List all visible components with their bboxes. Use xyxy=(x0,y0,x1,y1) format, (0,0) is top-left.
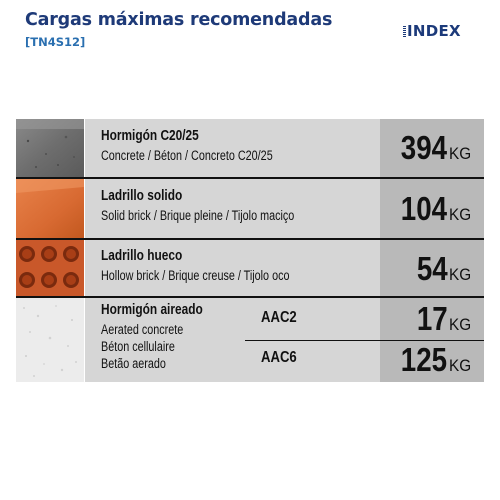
grade-divider xyxy=(245,340,449,341)
load-unit: KG xyxy=(449,356,472,375)
load-unit: KG xyxy=(449,144,472,163)
logo-stripes-icon xyxy=(403,26,406,37)
row-divider xyxy=(16,238,484,240)
concrete-texture-icon xyxy=(16,119,84,177)
load-table: Hormigón C20/25 Concrete / Béton / Concr… xyxy=(16,119,484,382)
description-cell: Ladrillo hueco Hollow brick / Brique cre… xyxy=(85,240,380,296)
load-number: 125 xyxy=(401,341,448,378)
material-name: Hormigón aireado xyxy=(101,302,203,318)
description-cell: Hormigón aireado Aerated concrete Béton … xyxy=(85,298,449,382)
material-name: Ladrillo hueco xyxy=(101,248,183,264)
load-value: 394 KG xyxy=(392,129,474,167)
material-name: Hormigón C20/25 xyxy=(101,128,199,144)
description-cell: Ladrillo solido Solid brick / Brique ple… xyxy=(85,179,380,238)
material-translation-fr: Béton cellulaire xyxy=(101,339,175,354)
grade-divider xyxy=(380,340,484,341)
material-translations: Solid brick / Brique pleine / Tijolo mac… xyxy=(101,208,295,223)
hollow-brick-icon xyxy=(16,240,84,296)
logo-text: INDEX xyxy=(407,22,461,40)
brand-logo: INDEX xyxy=(403,22,461,40)
load-number: 104 xyxy=(401,190,448,227)
load-value-aac2: 17 KG xyxy=(411,300,474,338)
material-translation-en: Aerated concrete xyxy=(101,322,184,337)
grade-label-aac2: AAC2 xyxy=(261,309,297,326)
load-unit: KG xyxy=(449,265,472,284)
description-cell: Hormigón C20/25 Concrete / Béton / Concr… xyxy=(85,119,380,177)
load-value: 54 KG xyxy=(411,250,474,288)
load-value: 104 KG xyxy=(392,190,474,228)
table-row-solid-brick: Ladrillo solido Solid brick / Brique ple… xyxy=(16,179,484,238)
load-unit: KG xyxy=(449,315,472,334)
table-row-aerated-concrete: Hormigón aireado Aerated concrete Béton … xyxy=(16,298,484,382)
page-title: Cargas máximas recomendadas xyxy=(25,10,333,30)
value-cell: 54 KG xyxy=(380,240,484,296)
value-cell: 104 KG xyxy=(380,179,484,238)
grade-label-aac6: AAC6 xyxy=(261,349,297,366)
table-row-concrete: Hormigón C20/25 Concrete / Béton / Concr… xyxy=(16,119,484,177)
aerated-concrete-icon xyxy=(16,298,84,382)
material-translation-pt: Betão aerado xyxy=(101,356,166,371)
solid-brick-icon xyxy=(16,179,84,238)
row-divider xyxy=(16,177,484,179)
value-cell: 394 KG xyxy=(380,119,484,177)
product-code: [TN4S12] xyxy=(25,35,86,49)
table-row-hollow-brick: Ladrillo hueco Hollow brick / Brique cre… xyxy=(16,240,484,296)
row-divider xyxy=(16,296,484,298)
material-translations: Concrete / Béton / Concreto C20/25 xyxy=(101,148,273,163)
load-number: 17 xyxy=(416,300,448,337)
load-number: 54 xyxy=(416,250,448,287)
load-unit: KG xyxy=(449,205,472,224)
value-cell: 17 KG 125 KG xyxy=(380,298,484,382)
material-name: Ladrillo solido xyxy=(101,188,183,204)
material-translations: Hollow brick / Brique creuse / Tijolo oc… xyxy=(101,268,290,283)
load-number: 394 xyxy=(401,129,448,166)
load-value-aac6: 125 KG xyxy=(392,341,474,379)
